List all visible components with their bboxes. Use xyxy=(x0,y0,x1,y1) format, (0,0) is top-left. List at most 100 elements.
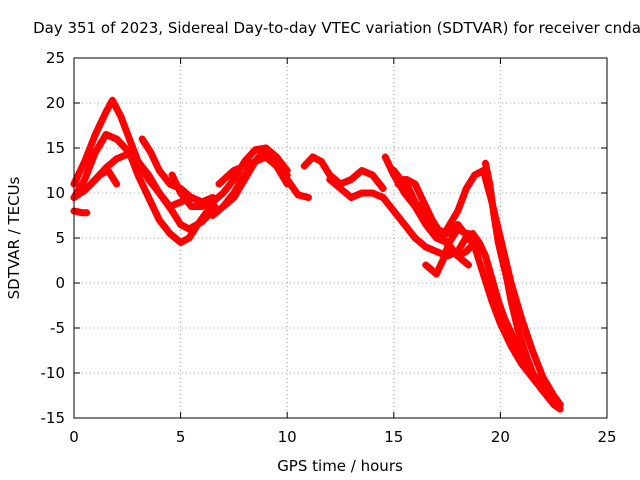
series-track-17 xyxy=(443,167,564,408)
data-point xyxy=(471,171,479,179)
data-point xyxy=(177,189,185,197)
data-point xyxy=(294,191,302,199)
data-point xyxy=(81,176,89,183)
data-point xyxy=(177,221,185,228)
data-point xyxy=(439,257,447,264)
data-point xyxy=(81,158,89,165)
data-points xyxy=(70,96,564,413)
data-point xyxy=(501,315,509,323)
data-point xyxy=(251,158,259,165)
y-tick-label: 0 xyxy=(55,274,65,292)
data-point xyxy=(528,347,536,354)
data-point xyxy=(194,221,202,228)
data-point xyxy=(102,108,110,116)
data-point xyxy=(454,225,462,233)
data-point xyxy=(422,261,430,269)
data-point xyxy=(462,248,470,255)
data-point xyxy=(496,320,504,327)
data-point xyxy=(81,186,89,194)
data-point xyxy=(390,207,398,215)
data-point xyxy=(155,216,163,224)
axis-ticks: 0 5 10 15 20 25 -15 -10 -5 0 5 10 15 20 25 xyxy=(41,49,617,446)
data-point xyxy=(462,185,470,192)
data-point xyxy=(394,180,402,188)
data-point xyxy=(432,270,440,278)
series-trace xyxy=(443,167,564,408)
data-point xyxy=(471,243,479,251)
series-track-19 xyxy=(469,230,564,408)
data-point xyxy=(422,243,430,251)
data-point xyxy=(113,135,121,143)
data-point xyxy=(490,212,498,219)
data-point xyxy=(230,167,238,174)
data-point xyxy=(488,297,496,305)
data-point xyxy=(481,159,489,167)
x-tick-label: 0 xyxy=(69,428,79,446)
data-point xyxy=(177,239,185,246)
data-point xyxy=(134,171,142,179)
data-point xyxy=(499,257,507,264)
data-point xyxy=(509,333,517,341)
x-tick-label: 10 xyxy=(278,428,297,446)
x-axis-label: GPS time / hours xyxy=(277,457,403,475)
x-tick-label: 5 xyxy=(176,428,186,446)
data-point xyxy=(507,297,515,305)
data-point xyxy=(219,189,227,197)
data-point xyxy=(550,396,558,404)
data-point xyxy=(422,216,430,224)
data-point xyxy=(166,230,174,237)
data-point xyxy=(230,189,238,197)
chart-title: Day 351 of 2023, Sidereal Day-to-day VTE… xyxy=(33,19,640,37)
data-point xyxy=(91,131,99,138)
data-point xyxy=(513,324,521,332)
x-tick-label: 25 xyxy=(597,428,616,446)
plot-frame xyxy=(73,57,608,419)
data-point xyxy=(469,230,477,237)
data-point xyxy=(209,198,217,206)
y-tick-label: 15 xyxy=(46,139,65,157)
x-tick-label: 15 xyxy=(384,428,403,446)
y-tick-label: -10 xyxy=(41,364,66,382)
series-trace xyxy=(87,167,121,188)
data-point xyxy=(528,369,536,377)
data-point xyxy=(155,189,163,197)
data-point xyxy=(91,149,99,156)
data-point xyxy=(74,208,82,216)
data-point xyxy=(134,158,142,165)
data-point xyxy=(454,207,462,215)
data-point xyxy=(305,194,313,201)
data-point xyxy=(219,203,227,210)
data-point xyxy=(556,401,564,408)
data-point xyxy=(87,180,95,188)
data-point xyxy=(403,176,411,183)
data-point xyxy=(432,248,440,255)
data-point xyxy=(117,113,125,120)
data-point xyxy=(102,131,110,138)
data-point xyxy=(202,209,210,217)
data-point xyxy=(123,150,131,158)
data-point xyxy=(113,155,121,163)
data-point xyxy=(488,275,496,282)
data-point xyxy=(326,176,334,183)
data-point xyxy=(428,216,436,224)
series-track-4 xyxy=(87,167,121,188)
y-tick-label: -5 xyxy=(50,319,65,337)
data-point xyxy=(241,162,249,170)
data-point xyxy=(358,167,366,174)
data-point xyxy=(125,135,133,143)
data-point xyxy=(177,198,185,206)
data-point xyxy=(145,194,153,201)
data-point xyxy=(411,180,419,188)
data-point xyxy=(420,198,428,206)
data-point xyxy=(145,171,153,179)
data-point xyxy=(96,171,104,179)
data-point xyxy=(368,189,376,197)
data-point xyxy=(241,171,249,179)
data-point xyxy=(479,270,487,278)
data-point xyxy=(503,275,511,282)
data-point xyxy=(108,96,116,104)
data-point xyxy=(390,167,398,174)
data-point xyxy=(381,153,389,161)
data-point xyxy=(347,176,355,183)
y-tick-label: -15 xyxy=(41,409,66,427)
